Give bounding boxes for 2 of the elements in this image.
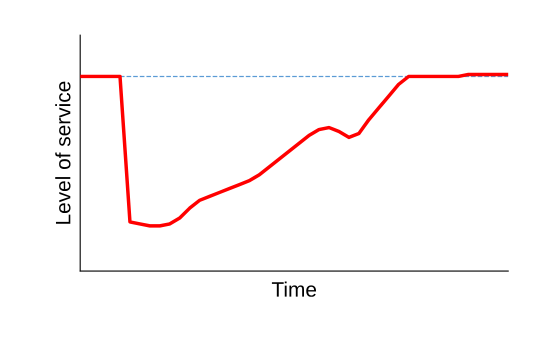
x-axis-title: Time: [272, 282, 316, 297]
y-axis-title: Level of service: [55, 82, 71, 224]
